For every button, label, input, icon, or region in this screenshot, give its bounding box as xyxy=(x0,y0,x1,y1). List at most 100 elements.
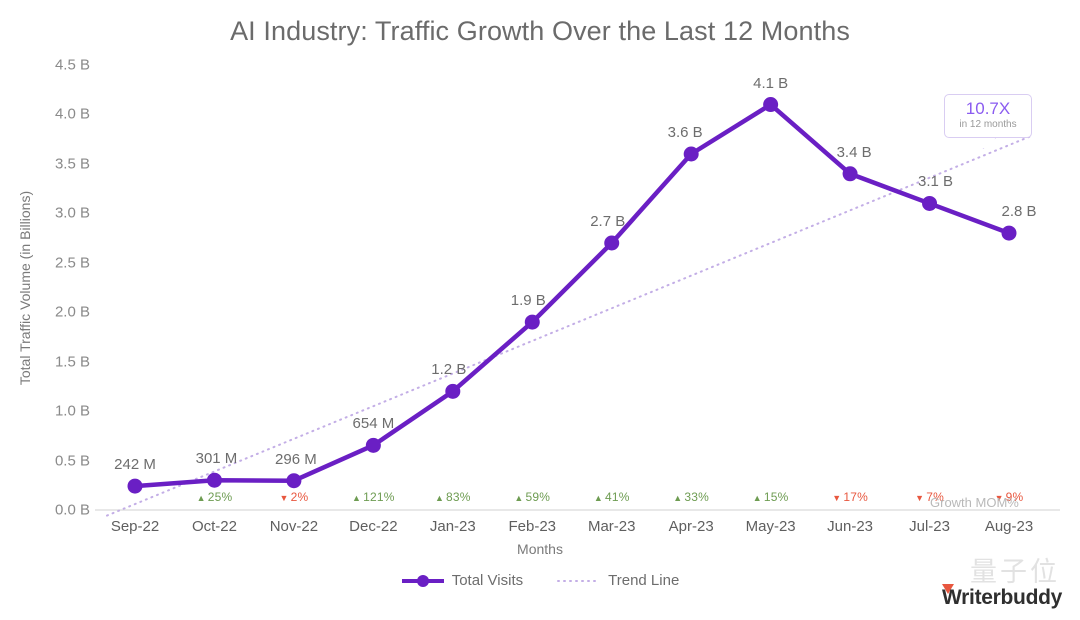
y-axis-tick: 0.0 B xyxy=(54,501,90,519)
y-axis-tick: 4.5 B xyxy=(54,56,90,74)
data-point-label: 3.4 B xyxy=(836,143,872,161)
data-point-marker xyxy=(763,97,779,113)
growth-mom-value: 9% xyxy=(1005,490,1024,504)
data-point-label: 3.6 B xyxy=(667,124,703,141)
x-axis-tick: Mar-23 xyxy=(587,518,636,535)
y-axis-tick: 3.0 B xyxy=(54,204,90,222)
triangle-up-icon: ▲ xyxy=(196,493,206,503)
watermark-triangle-icon xyxy=(942,584,954,594)
callout-value: 10.7X xyxy=(965,99,1011,118)
growth-mom-label: ▲ 15% xyxy=(753,490,789,504)
chart-title: AI Industry: Traffic Growth Over the Las… xyxy=(230,16,850,46)
growth-mom-value: 17% xyxy=(843,490,868,504)
data-point-marker xyxy=(286,473,302,489)
x-axis-tick: Dec-22 xyxy=(349,518,398,535)
data-point-label: 4.1 B xyxy=(753,74,789,92)
total-visits-markers xyxy=(127,97,1017,494)
growth-mom-value: 121% xyxy=(363,490,395,504)
growth-mom-label: ▲ 59% xyxy=(514,490,550,504)
mom-axis-title: Growth MOM% xyxy=(930,495,1019,510)
growth-mom-label: ▼ 17% xyxy=(832,490,868,504)
data-point-label: 301 M xyxy=(195,450,238,468)
data-point-marker xyxy=(365,437,381,453)
data-point-marker xyxy=(524,314,540,330)
legend-swatch xyxy=(557,579,602,582)
growth-mom-value: 7% xyxy=(926,490,944,504)
growth-mom-value: 83% xyxy=(446,490,471,504)
y-axis-tick: 3.5 B xyxy=(54,155,90,173)
data-point-marker xyxy=(922,195,938,211)
growth-mom-value: 59% xyxy=(525,490,551,504)
data-point-label: 242 M xyxy=(114,456,156,474)
legend-item[interactable]: Trend Line xyxy=(557,572,679,589)
data-point-label: 3.1 B xyxy=(918,173,954,191)
legend-item[interactable]: Total Visits xyxy=(401,572,523,589)
legend-label: Trend Line xyxy=(608,572,680,589)
watermark-cn-text: 量子位 xyxy=(970,557,1060,588)
triangle-up-icon: ▲ xyxy=(593,493,603,503)
x-axis-tick: Jun-23 xyxy=(827,518,874,535)
growth-mom-label: ▲ 33% xyxy=(673,490,709,504)
triangle-up-icon: ▲ xyxy=(352,493,362,503)
growth-mom-label: ▲ 83% xyxy=(435,490,471,504)
triangle-up-icon: ▲ xyxy=(514,493,524,503)
triangle-down-icon: ▼ xyxy=(994,493,1004,503)
watermark: 量子位 Writerbuddy xyxy=(896,548,1066,616)
growth-mom-value: 2% xyxy=(290,490,309,504)
data-point-marker xyxy=(604,235,620,251)
y-axis-tick: 1.0 B xyxy=(54,402,90,420)
total-visits-series xyxy=(132,102,1012,489)
x-axis-tick: Jul-23 xyxy=(909,518,950,535)
x-axis-tick: Apr-23 xyxy=(668,518,714,535)
growth-mom-value: 41% xyxy=(604,490,630,504)
data-point-label: 1.2 B xyxy=(431,361,467,379)
y-axis-tick: 2.0 B xyxy=(54,303,90,321)
triangle-down-icon: ▼ xyxy=(832,493,842,503)
data-point-label: 2.8 B xyxy=(1001,203,1037,221)
x-axis-tick: Aug-23 xyxy=(984,518,1034,535)
x-axis-tick: May-23 xyxy=(745,518,796,535)
growth-callout: 10.7X in 12 months xyxy=(944,94,1032,138)
data-point-marker xyxy=(127,478,143,494)
growth-mom-label: ▼ 9% xyxy=(995,490,1024,504)
x-axis-tick: Feb-23 xyxy=(508,518,557,535)
watermark-brand: Writerbuddy xyxy=(942,586,1062,609)
x-axis-tick: Oct-22 xyxy=(191,518,237,535)
x-axis-tick: Nov-22 xyxy=(269,518,319,535)
growth-mom-label: ▼ 7% xyxy=(915,490,944,504)
data-point-marker xyxy=(206,472,222,488)
growth-mom-label: ▼ 2% xyxy=(279,490,308,504)
x-axis-title: Months xyxy=(517,541,563,557)
triangle-up-icon: ▲ xyxy=(434,493,445,503)
data-point-label: 2.7 B xyxy=(590,213,626,230)
growth-mom-label: ▲ 41% xyxy=(594,490,630,504)
data-point-label: 1.9 B xyxy=(510,292,546,310)
x-axis-tick: Jan-23 xyxy=(429,518,476,535)
data-point-marker xyxy=(842,166,858,182)
triangle-down-icon: ▼ xyxy=(915,493,925,503)
legend-swatch xyxy=(401,574,444,587)
chart-legend: Total Visits Trend Line xyxy=(0,572,1080,589)
growth-mom-value: 33% xyxy=(684,490,710,504)
data-point-marker xyxy=(1001,225,1017,241)
y-axis-tick: 0.5 B xyxy=(54,452,90,470)
trend-line-series xyxy=(106,135,1032,517)
y-axis-tick: 1.5 B xyxy=(54,353,90,371)
data-point-marker xyxy=(445,383,461,399)
growth-mom-label: ▲ 121% xyxy=(352,490,395,504)
callout-subtitle: in 12 months xyxy=(959,119,1017,130)
x-axis-tick: Sep-22 xyxy=(110,518,160,535)
data-point-label: 296 M xyxy=(275,450,317,468)
legend-label: Total Visits xyxy=(451,572,524,589)
triangle-down-icon: ▼ xyxy=(279,493,289,503)
triangle-up-icon: ▲ xyxy=(673,493,683,503)
data-point-label: 654 M xyxy=(352,415,395,433)
y-axis-tick: 4.0 B xyxy=(54,105,90,123)
growth-mom-value: 25% xyxy=(207,490,233,504)
data-point-marker xyxy=(683,146,699,162)
y-axis-tick: 2.5 B xyxy=(54,254,90,272)
triangle-up-icon: ▲ xyxy=(752,493,762,503)
growth-mom-label: ▲ 25% xyxy=(197,490,233,504)
